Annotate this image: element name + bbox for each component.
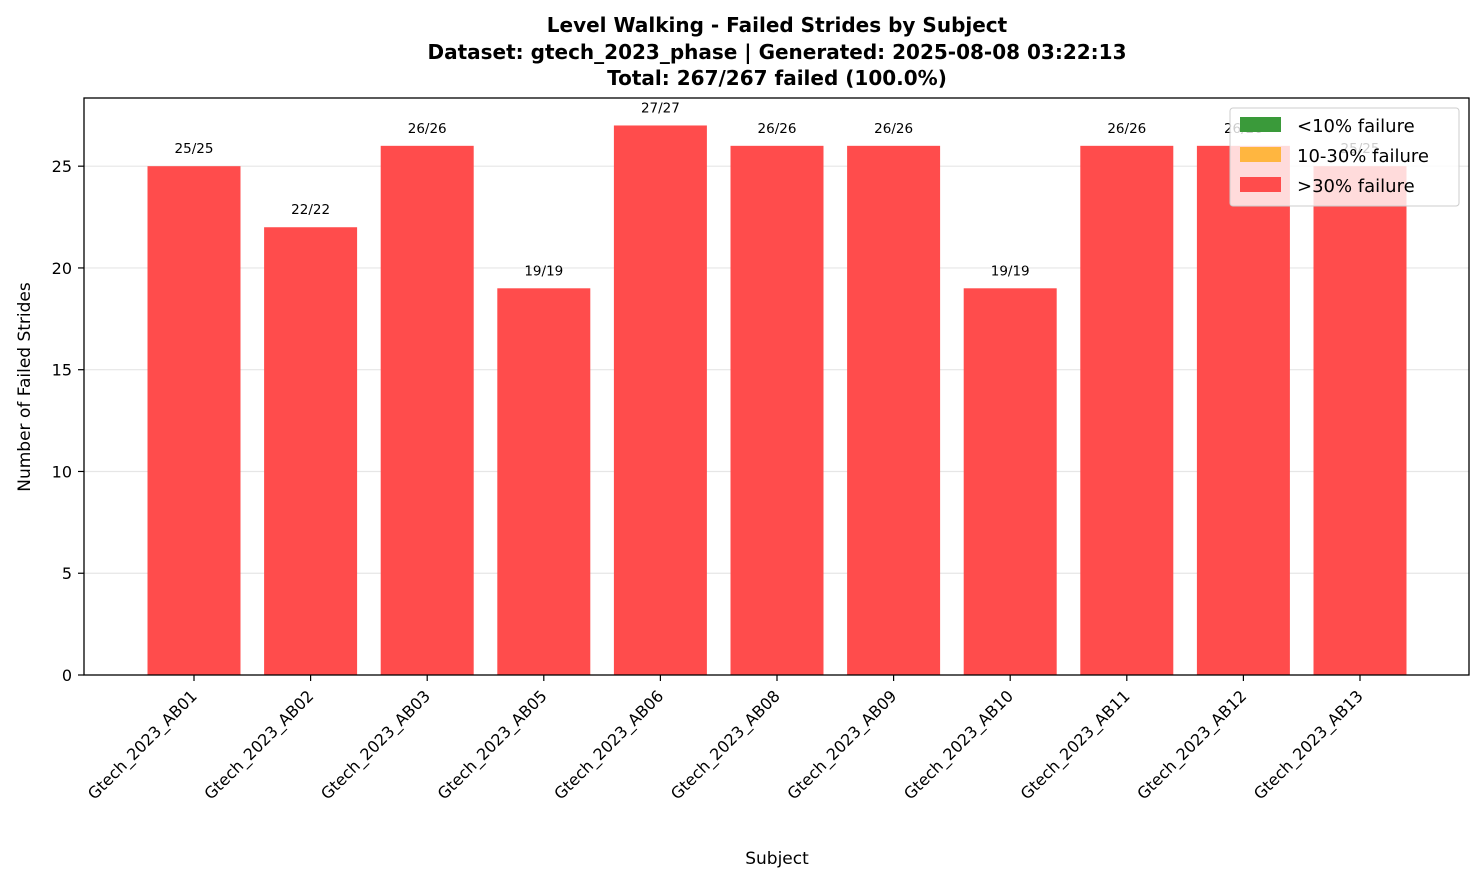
bar[interactable] bbox=[730, 145, 824, 675]
x-tick-label: Gtech_2023_AB09 bbox=[783, 686, 901, 804]
bars bbox=[147, 125, 1407, 676]
bar[interactable] bbox=[497, 288, 591, 675]
y-tick-label: 5 bbox=[62, 564, 72, 583]
bar[interactable] bbox=[847, 145, 941, 675]
x-tick-label: Gtech_2023_AB06 bbox=[550, 686, 668, 804]
x-tick-label: Gtech_2023_AB12 bbox=[1133, 686, 1251, 804]
bar-value-label: 26/26 bbox=[1107, 121, 1146, 137]
x-axis: Gtech_2023_AB01 Gtech_2023_AB02 Gtech_2023… bbox=[84, 675, 1368, 804]
bar-value-label: 27/27 bbox=[641, 100, 680, 116]
legend-swatch bbox=[1240, 147, 1281, 162]
bar-value-label: 19/19 bbox=[524, 263, 563, 279]
bar[interactable] bbox=[1196, 145, 1290, 675]
bar[interactable] bbox=[380, 145, 474, 675]
x-tick-label: Gtech_2023_AB11 bbox=[1017, 686, 1135, 804]
chart-title-line-1: Level Walking - Failed Strides by Subjec… bbox=[547, 13, 1008, 37]
y-tick-label: 15 bbox=[52, 361, 72, 380]
bar[interactable] bbox=[264, 227, 358, 675]
bar-value-label: 26/26 bbox=[758, 121, 797, 137]
chart-title-line-2: Dataset: gtech_2023_phase | Generated: 2… bbox=[427, 40, 1126, 64]
y-tick-label: 25 bbox=[52, 157, 72, 176]
y-axis: 0 5 10 15 20 25 bbox=[52, 157, 84, 685]
bar[interactable] bbox=[1313, 166, 1407, 676]
x-tick-label: Gtech_2023_AB13 bbox=[1250, 686, 1368, 804]
bar-value-label: 22/22 bbox=[291, 202, 330, 218]
bar[interactable] bbox=[1080, 145, 1174, 675]
bar-value-label: 19/19 bbox=[991, 263, 1030, 279]
bar-value-label: 26/26 bbox=[874, 121, 913, 137]
legend-label: 10-30% failure bbox=[1297, 146, 1429, 167]
bar[interactable] bbox=[963, 288, 1057, 675]
bar[interactable] bbox=[147, 166, 241, 676]
legend-label: >30% failure bbox=[1297, 176, 1415, 197]
chart-title: Level Walking - Failed Strides by Subjec… bbox=[427, 13, 1126, 90]
legend-swatch bbox=[1240, 117, 1281, 132]
legend-box bbox=[1229, 107, 1460, 207]
y-tick-label: 0 bbox=[62, 666, 72, 685]
bar-value-label: 26/26 bbox=[408, 121, 447, 137]
y-tick-label: 10 bbox=[52, 462, 72, 481]
y-tick-label: 20 bbox=[52, 259, 72, 278]
chart-title-line-3: Total: 267/267 failed (100.0%) bbox=[607, 66, 947, 90]
y-axis-label: Number of Failed Strides bbox=[15, 282, 35, 492]
x-tick-label: Gtech_2023_AB01 bbox=[84, 686, 202, 804]
x-tick-label: Gtech_2023_AB03 bbox=[317, 686, 435, 804]
x-tick-label: Gtech_2023_AB10 bbox=[900, 686, 1018, 804]
legend-label: <10% failure bbox=[1297, 116, 1415, 137]
x-tick-label: Gtech_2023_AB02 bbox=[200, 686, 318, 804]
bar[interactable] bbox=[613, 125, 707, 675]
x-tick-label: Gtech_2023_AB08 bbox=[667, 686, 785, 804]
x-tick-label: Gtech_2023_AB05 bbox=[434, 686, 552, 804]
legend[interactable]: <10% failure 10-30% failure >30% failure bbox=[1229, 107, 1460, 207]
x-axis-label: Subject bbox=[745, 849, 809, 869]
legend-swatch bbox=[1240, 177, 1281, 192]
bar-value-label: 25/25 bbox=[175, 141, 214, 157]
